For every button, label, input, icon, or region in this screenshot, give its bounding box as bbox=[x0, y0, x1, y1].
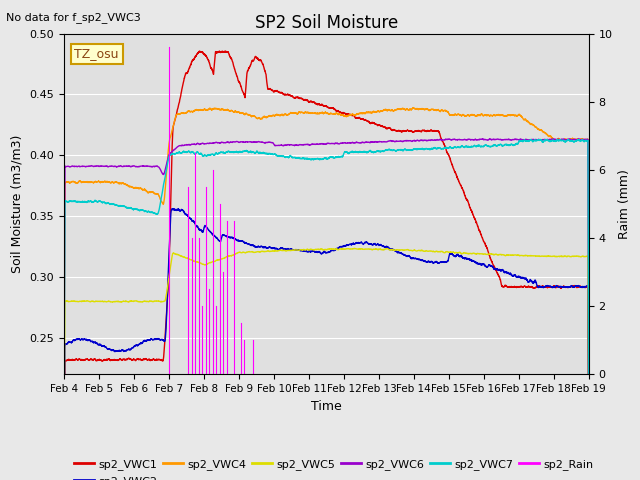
Text: TZ_osu: TZ_osu bbox=[74, 48, 119, 60]
Legend: sp2_VWC1, sp2_VWC2, sp2_VWC4, sp2_VWC5, sp2_VWC6, sp2_VWC7, sp2_Rain: sp2_VWC1, sp2_VWC2, sp2_VWC4, sp2_VWC5, … bbox=[70, 455, 598, 480]
X-axis label: Time: Time bbox=[311, 400, 342, 413]
Y-axis label: Raim (mm): Raim (mm) bbox=[618, 169, 631, 239]
Title: SP2 Soil Moisture: SP2 Soil Moisture bbox=[255, 14, 398, 32]
Y-axis label: Soil Moisture (m3/m3): Soil Moisture (m3/m3) bbox=[11, 135, 24, 273]
Text: No data for f_sp2_VWC3: No data for f_sp2_VWC3 bbox=[6, 12, 141, 23]
